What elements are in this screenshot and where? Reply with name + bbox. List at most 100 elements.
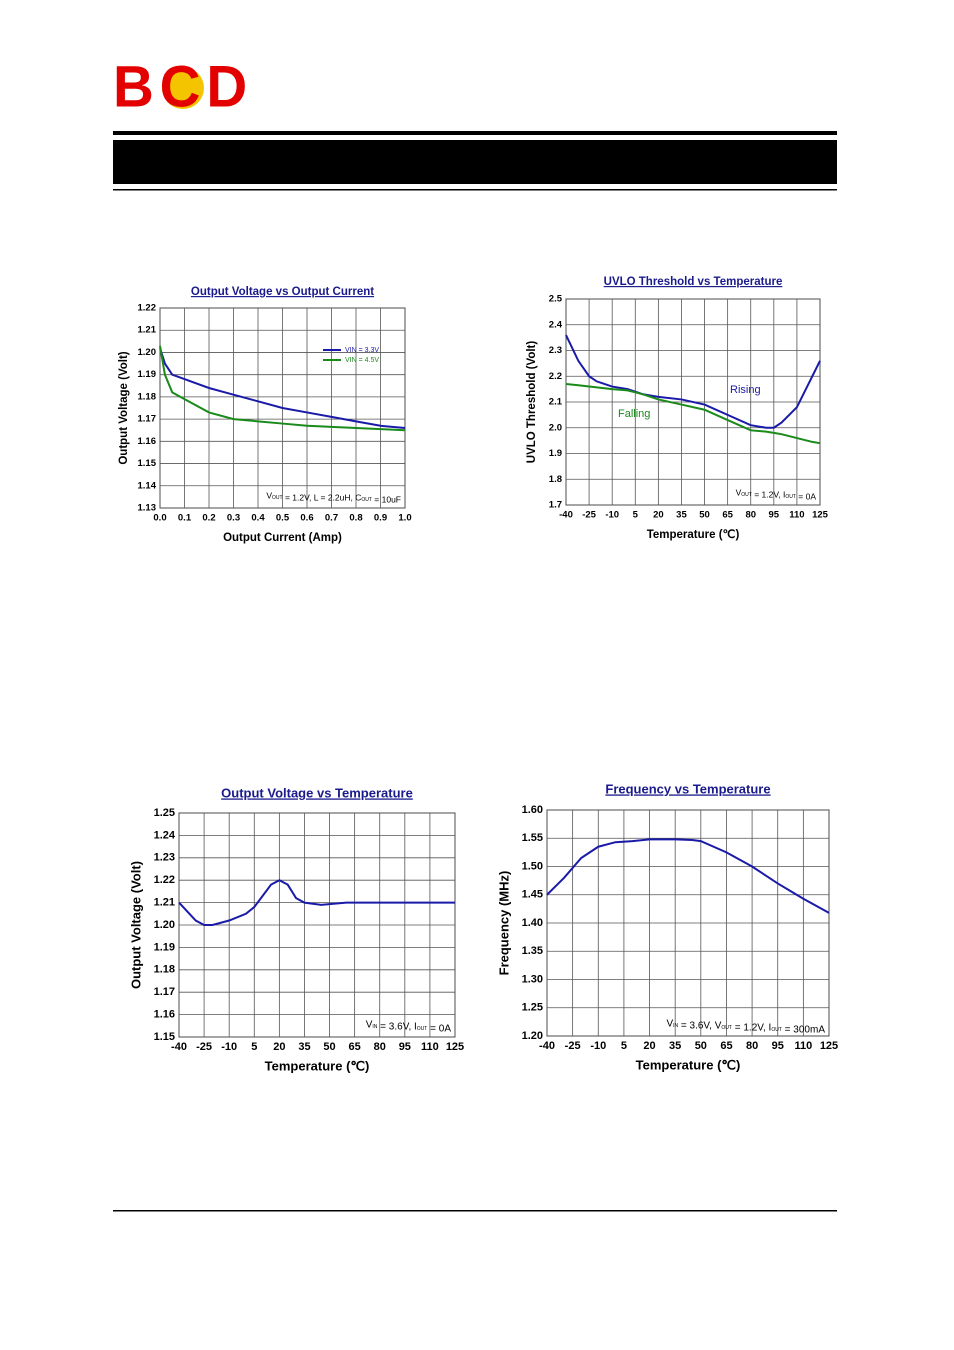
chart: 1.7 1.8 1.9 2.0 2.1 2.2 2.3 2.4 2.5 -40 -25 -10 5 20 3… (526, 276, 829, 541)
y-tick-label: 1.15 (138, 458, 157, 469)
y-tick-label: 1.25 (154, 807, 175, 819)
x-tick-label: 50 (699, 510, 710, 521)
y-tick-label: 1.20 (138, 347, 157, 358)
x-tick-label: -25 (565, 1040, 581, 1052)
y-tick-label: 1.22 (154, 874, 175, 886)
x-tick-label: 0.9 (374, 513, 387, 524)
annotation: VIN = 3.6V, IOUT = 0A (366, 1020, 452, 1035)
x-tick-label: 35 (676, 510, 687, 521)
x-tick-label: 0.8 (349, 513, 362, 524)
y-tick-label: 1.20 (154, 919, 175, 931)
chart-title: Output Voltage vs Temperature (221, 785, 413, 800)
y-axis-label: Frequency (MHz) (496, 871, 511, 976)
legend-label: VIN = 4.5V (345, 357, 379, 364)
series-line (565, 334, 821, 429)
y-tick-label: 1.45 (522, 889, 543, 901)
x-tick-label: 35 (298, 1041, 310, 1053)
x-tick-label: 80 (746, 1040, 758, 1052)
x-tick-label: -40 (559, 510, 573, 521)
y-tick-label: 1.60 (522, 804, 543, 816)
x-tick-label: 95 (772, 1040, 784, 1052)
y-tick-label: 2.5 (549, 294, 563, 305)
x-tick-label: 110 (794, 1040, 812, 1052)
logo-text: BCD (113, 54, 253, 119)
x-tick-label: 125 (446, 1041, 464, 1053)
x-tick-label: 35 (669, 1040, 681, 1052)
series-line (546, 838, 830, 914)
y-tick-label: 2.4 (549, 319, 563, 330)
y-tick-label: 1.22 (138, 303, 157, 314)
logo-circle (162, 67, 204, 109)
x-tick-label: 1.0 (398, 513, 411, 524)
x-tick-label: 65 (349, 1041, 361, 1053)
y-tick-label: 1.25 (522, 1002, 543, 1014)
y-tick-label: 1.13 (138, 503, 157, 514)
header-bar (113, 140, 837, 184)
x-axis-label: Temperature (℃) (636, 1057, 741, 1072)
x-tick-label: 5 (633, 510, 639, 521)
series-line (159, 347, 406, 429)
x-tick-label: 125 (812, 510, 829, 521)
series-label: Rising (730, 384, 761, 396)
x-tick-label: -10 (590, 1040, 606, 1052)
x-tick-label: -40 (539, 1040, 555, 1052)
series-line (178, 879, 455, 926)
y-tick-label: 2.0 (549, 422, 562, 433)
x-tick-label: 0.7 (325, 513, 338, 524)
x-tick-label: 50 (323, 1041, 335, 1053)
y-tick-label: 1.19 (138, 369, 157, 380)
y-tick-label: 1.17 (154, 986, 175, 998)
chart: 1.201.251.301.351.401.451.501.551.60-40-… (496, 781, 838, 1072)
y-axis-label: UVLO Threshold (Volt) (526, 341, 538, 464)
series-line (159, 345, 406, 432)
x-tick-label: 0.3 (227, 513, 240, 524)
chart: 1.15 1.16 1.17 1.18 1.19 1.20 1.21 1.22 1.23 1.24… (128, 785, 464, 1073)
x-tick-label: 0.1 (178, 513, 192, 524)
x-tick-label: 20 (643, 1040, 655, 1052)
x-tick-label: 0.2 (202, 513, 215, 524)
y-tick-label: 1.35 (522, 945, 543, 957)
x-tick-label: 20 (273, 1041, 285, 1053)
x-axis-label: Temperature (℃) (265, 1058, 370, 1073)
x-tick-label: 95 (399, 1041, 411, 1053)
chart-title: UVLO Threshold vs Temperature (604, 276, 783, 288)
x-tick-label: 80 (374, 1041, 386, 1053)
x-tick-label: 0.5 (276, 513, 290, 524)
y-tick-label: 1.30 (522, 973, 543, 985)
x-tick-label: 95 (769, 510, 780, 521)
x-axis-label: Output Current (Amp) (223, 532, 342, 544)
y-tick-label: 1.24 (154, 829, 176, 841)
x-tick-label: 80 (745, 510, 756, 521)
x-tick-label: -40 (171, 1041, 187, 1053)
legend-label: VIN = 3.3V (345, 347, 379, 354)
y-tick-label: 1.40 (522, 917, 543, 929)
chart-title: Frequency vs Temperature (605, 781, 770, 796)
x-tick-label: 0.0 (153, 513, 166, 524)
x-tick-label: 50 (695, 1040, 707, 1052)
y-tick-label: 1.14 (138, 480, 157, 491)
y-tick-label: 1.9 (549, 448, 562, 459)
y-tick-label: 1.19 (154, 941, 175, 953)
y-tick-label: 2.2 (549, 371, 562, 382)
y-tick-label: 1.20 (522, 1030, 543, 1042)
x-tick-label: -25 (196, 1041, 212, 1053)
footer-rule (113, 1210, 837, 1212)
y-tick-label: 1.18 (154, 964, 175, 976)
y-tick-label: 1.23 (154, 852, 175, 864)
header-rule (113, 131, 837, 135)
y-tick-label: 1.50 (522, 860, 543, 872)
y-tick-label: 1.16 (154, 1009, 175, 1021)
x-tick-label: 110 (421, 1041, 439, 1053)
y-axis-label: Output Voltage (Volt) (118, 351, 130, 464)
y-tick-label: 1.17 (138, 414, 157, 425)
y-tick-label: 1.18 (138, 391, 157, 402)
y-tick-label: 1.7 (549, 500, 562, 511)
x-axis-label: Temperature (℃) (647, 528, 740, 541)
series-line (565, 382, 821, 445)
x-tick-label: -25 (582, 510, 596, 521)
x-tick-label: 5 (251, 1041, 257, 1053)
annotation: VOUT = 1.2V, IOUT = 0A (736, 487, 817, 501)
x-tick-label: 125 (820, 1040, 838, 1052)
x-tick-label: -10 (221, 1041, 237, 1053)
